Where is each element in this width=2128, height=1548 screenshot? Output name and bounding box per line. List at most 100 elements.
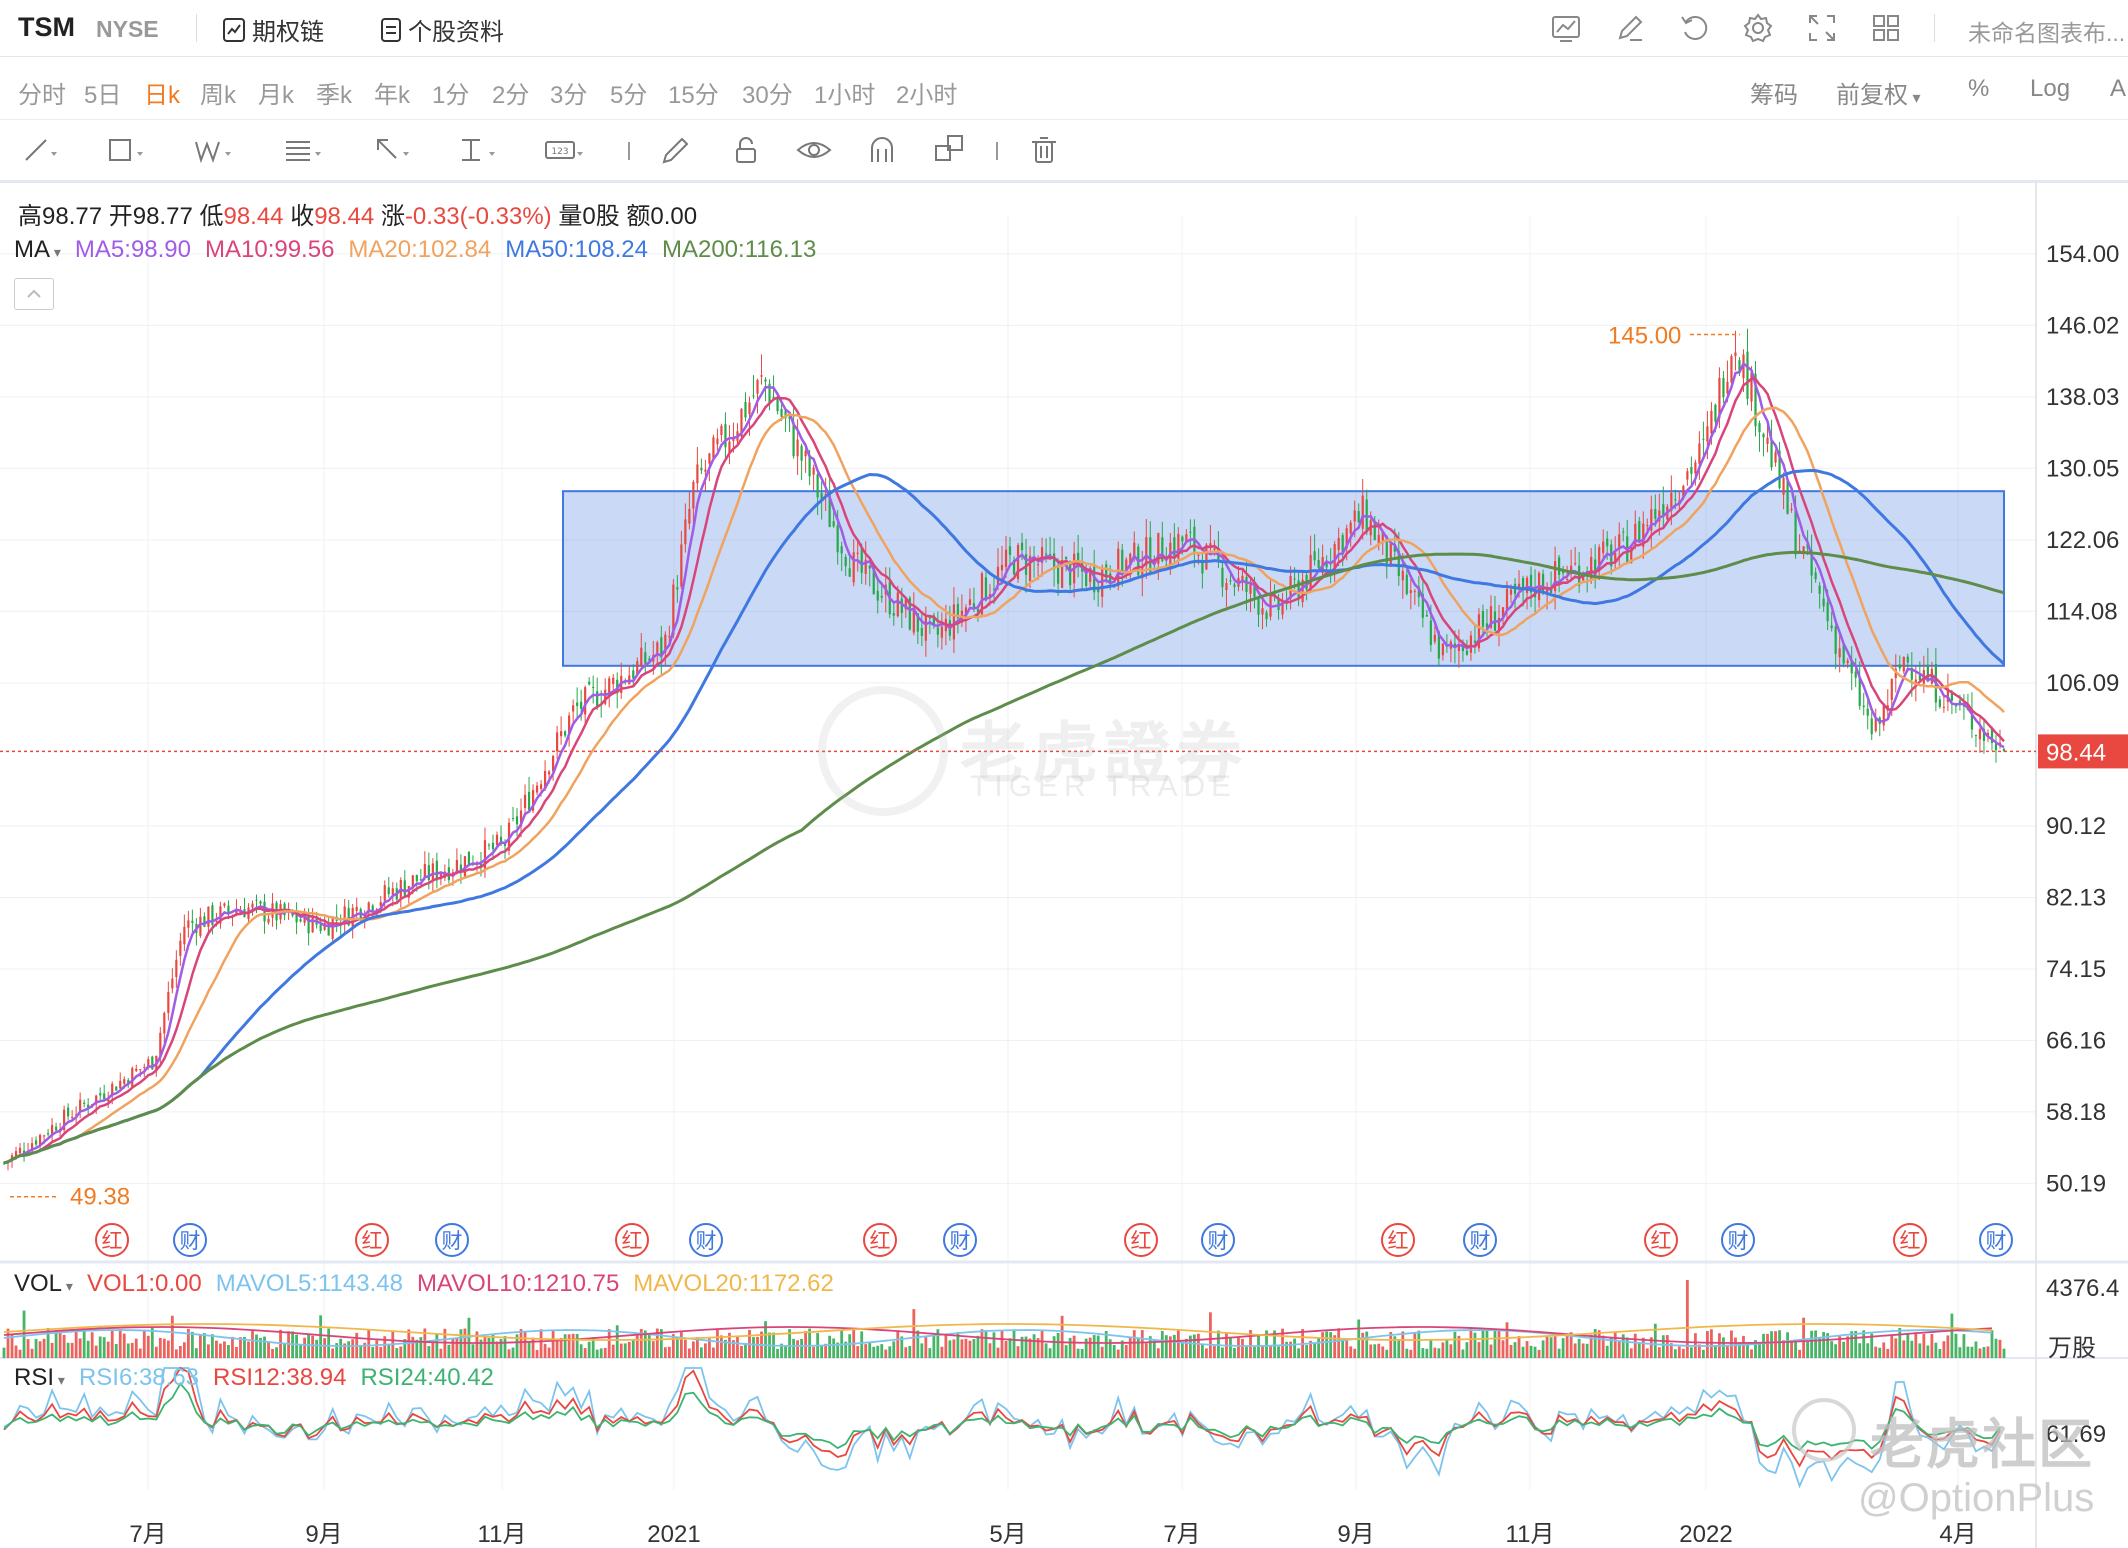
volume-bar (607, 1329, 611, 1358)
dividend-marker[interactable]: 红 (1644, 1223, 1678, 1257)
chevron-down-icon[interactable]: ▾ (50, 244, 61, 260)
period-tab[interactable]: 日k (144, 82, 180, 109)
profile-button[interactable]: 个股资料 (380, 12, 504, 47)
volume-bar (912, 1309, 916, 1358)
candle-body (1622, 531, 1625, 533)
marker-label: 红 (1900, 1229, 1921, 1253)
layout-grid-icon[interactable] (1868, 10, 1904, 46)
volume-bar (784, 1345, 787, 1358)
volume-bar (679, 1332, 683, 1358)
earnings-marker[interactable]: 财 (1721, 1223, 1755, 1257)
chart-type-icon[interactable] (1548, 10, 1584, 46)
layout-name[interactable]: 未命名图表布... (1968, 20, 2126, 46)
chart-option[interactable]: Log (2030, 75, 2071, 102)
earnings-marker[interactable]: 财 (173, 1223, 207, 1257)
dividend-marker[interactable]: 红 (1381, 1223, 1415, 1257)
volume-bar (1457, 1335, 1461, 1358)
x-tick-label: 7月 (129, 1521, 166, 1548)
volume-bar (908, 1345, 912, 1358)
layers-icon[interactable] (930, 130, 970, 170)
candle-body (804, 450, 807, 457)
options-chain-button[interactable]: 期权链 (222, 12, 324, 47)
marker-circle (863, 1223, 897, 1257)
period-tab[interactable]: 2分 (492, 82, 530, 109)
period-tab[interactable]: 1分 (432, 82, 470, 109)
candle-body (383, 885, 386, 901)
price-chart[interactable]: 154.00 146.02 138.03 130.05 122.06 114.08 106.… (0, 180, 2128, 1548)
magnet-icon[interactable] (862, 130, 902, 170)
chart-option[interactable]: % (1968, 75, 1990, 102)
volume-bar (194, 1348, 198, 1358)
change-label: 涨 (380, 203, 405, 230)
volume-bar (683, 1339, 687, 1358)
undo-icon[interactable] (1676, 10, 1712, 46)
candle-body (664, 634, 667, 653)
earnings-marker[interactable]: 财 (943, 1223, 977, 1257)
chart-option[interactable]: A (2110, 75, 2127, 102)
volume-bar (1481, 1329, 1485, 1358)
chart-option[interactable]: 前复权 ▾ (1836, 82, 1921, 109)
fibonacci-tool-icon[interactable] (282, 130, 322, 170)
indicator-label[interactable]: MA (14, 236, 50, 263)
lock-icon[interactable] (726, 130, 766, 170)
candle-body (1040, 547, 1044, 563)
dividend-marker[interactable]: 红 (863, 1223, 897, 1257)
period-tab[interactable]: 月k (258, 82, 294, 109)
edit-icon[interactable] (1612, 10, 1648, 46)
earnings-marker[interactable]: 财 (1201, 1223, 1235, 1257)
wave-tool-icon[interactable] (192, 130, 232, 170)
dividend-marker[interactable]: 红 (355, 1223, 389, 1257)
collapse-button[interactable] (14, 278, 54, 310)
dividend-marker[interactable]: 红 (1124, 1223, 1158, 1257)
candle-body (1301, 579, 1304, 603)
period-tab[interactable]: 季k (316, 82, 352, 109)
dividend-marker[interactable]: 红 (1893, 1223, 1927, 1257)
period-tab[interactable]: 1小时 (814, 82, 876, 109)
earnings-marker[interactable]: 财 (689, 1223, 723, 1257)
marker-circle (943, 1223, 977, 1257)
dividend-marker[interactable]: 红 (95, 1223, 129, 1257)
earnings-marker[interactable]: 财 (435, 1223, 469, 1257)
volume-bar (215, 1340, 218, 1358)
eye-icon[interactable] (794, 130, 834, 170)
dividend-marker[interactable]: 红 (615, 1223, 649, 1257)
gear-icon[interactable] (1740, 10, 1776, 46)
chevron-down-icon[interactable]: ▾ (54, 1372, 65, 1388)
period-tab[interactable]: 3分 (550, 82, 588, 109)
period-tab[interactable]: 5日 (84, 82, 122, 109)
fullscreen-icon[interactable] (1804, 10, 1840, 46)
candle-body (828, 494, 831, 527)
price-label-tool-icon[interactable]: 123 (544, 130, 584, 170)
trash-icon[interactable] (1024, 130, 1064, 170)
volume-bar (1140, 1330, 1144, 1358)
candle-body (1774, 452, 1777, 463)
measure-tool-icon[interactable] (456, 130, 496, 170)
period-tab[interactable]: 分时 (18, 82, 66, 109)
earnings-marker[interactable]: 财 (1979, 1223, 2013, 1257)
indicator-label[interactable]: RSI (14, 1364, 55, 1391)
candle-body (1453, 643, 1457, 647)
earnings-marker[interactable]: 财 (1463, 1223, 1497, 1257)
volume-bar (1958, 1347, 1962, 1358)
rectangle-tool-icon[interactable] (104, 130, 144, 170)
period-tab[interactable]: 15分 (668, 82, 719, 109)
pencil-icon[interactable] (656, 130, 696, 170)
candle-body (1570, 565, 1573, 573)
volume-bar (1072, 1335, 1076, 1358)
arrow-tool-icon[interactable] (370, 130, 410, 170)
line-tool-icon[interactable] (18, 130, 58, 170)
indicator-label[interactable]: VOL (14, 1270, 63, 1297)
volume-bar (932, 1335, 936, 1358)
period-tab[interactable]: 2小时 (896, 82, 958, 109)
period-tab[interactable]: 年k (374, 82, 410, 109)
volume-bar (1878, 1347, 1882, 1358)
period-tab[interactable]: 周k (200, 82, 236, 109)
candle-body (1473, 640, 1477, 643)
volume-bar (587, 1341, 591, 1358)
chart-option[interactable]: 筹码 (1750, 82, 1798, 109)
consolidation-box-rect[interactable] (562, 490, 2005, 667)
chevron-down-icon[interactable]: ▾ (62, 1278, 73, 1294)
candle-body (1670, 492, 1673, 511)
period-tab[interactable]: 5分 (610, 82, 648, 109)
period-tab[interactable]: 30分 (742, 82, 793, 109)
